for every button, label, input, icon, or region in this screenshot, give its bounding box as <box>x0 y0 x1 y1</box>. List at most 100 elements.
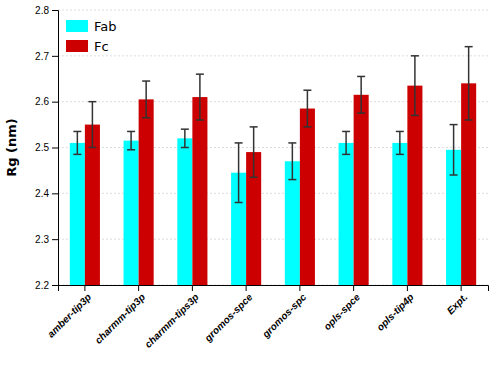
error-bar <box>292 143 294 180</box>
x-tick-label: opls-tip4p <box>374 291 416 333</box>
legend-swatch <box>66 40 88 52</box>
bar <box>192 97 207 285</box>
error-cap <box>181 147 189 149</box>
y-tick-mark <box>52 148 58 149</box>
x-tick: Expt. <box>445 285 470 316</box>
legend-swatch <box>66 20 88 32</box>
x-tick-mark <box>84 285 85 291</box>
error-cap <box>342 154 350 156</box>
grid-line <box>58 193 488 194</box>
x-tick-label: opls-spce <box>321 291 362 332</box>
error-bar <box>253 127 255 177</box>
legend-item: Fc <box>66 39 109 54</box>
bar <box>300 109 315 285</box>
y-tick: 2.7 <box>35 51 58 62</box>
y-tick-mark <box>52 56 58 57</box>
error-cap <box>288 142 296 144</box>
bar <box>85 125 100 285</box>
error-bar <box>453 125 455 175</box>
error-cap <box>250 177 258 179</box>
grid-line <box>58 55 488 56</box>
y-tick-mark <box>52 285 58 286</box>
error-cap <box>88 101 96 103</box>
y-tick: 2.2 <box>35 280 58 291</box>
error-bar <box>92 102 94 148</box>
y-tick-label: 2.6 <box>35 96 49 107</box>
error-bar <box>130 131 132 149</box>
x-tick-label: gromos-spc <box>259 291 308 340</box>
error-cap <box>73 131 81 133</box>
error-cap <box>196 119 204 121</box>
x-tick-label: gromos-spce <box>202 291 255 344</box>
x-tick: gromos-spc <box>259 285 308 340</box>
x-tick-mark <box>192 285 193 291</box>
error-cap <box>303 126 311 128</box>
y-axis-title: Rg (nm) <box>4 118 19 177</box>
error-cap <box>357 112 365 114</box>
bar <box>139 99 154 285</box>
error-bar <box>184 129 186 147</box>
x-tick-mark <box>138 285 139 291</box>
error-cap <box>465 119 473 121</box>
plot: 2.22.32.42.52.62.72.8amber-tip3pcharmm-t… <box>35 5 488 350</box>
error-cap <box>288 179 296 181</box>
error-cap <box>142 117 150 119</box>
grid-line <box>58 147 488 148</box>
x-tick-mark <box>353 285 354 291</box>
error-bar <box>145 81 147 118</box>
error-cap <box>196 73 204 75</box>
error-cap <box>127 131 135 133</box>
error-cap <box>73 154 81 156</box>
x-axis-line <box>59 286 489 292</box>
error-bars <box>88 47 472 178</box>
x-tick-label: Expt. <box>445 291 470 316</box>
legend-label: Fc <box>94 39 109 54</box>
marks <box>70 47 476 285</box>
error-cap <box>450 124 458 126</box>
error-bar <box>468 47 470 120</box>
bar <box>285 161 300 285</box>
y-tick-mark <box>52 239 58 240</box>
error-bar <box>399 131 401 154</box>
y-tick-label: 2.3 <box>35 234 49 245</box>
error-bars <box>73 125 457 203</box>
x-tick-mark <box>407 285 408 291</box>
bar <box>354 95 369 285</box>
y-tick-mark <box>52 193 58 194</box>
error-cap <box>396 154 404 156</box>
x-tick: charmm-tips3p <box>142 285 200 350</box>
y-tick-label: 2.8 <box>35 5 49 16</box>
x-tick: gromos-spce <box>202 285 255 344</box>
bar <box>339 143 354 285</box>
bar <box>177 138 192 285</box>
error-cap <box>181 128 189 130</box>
error-cap <box>235 202 243 204</box>
bar <box>70 143 85 285</box>
bar <box>392 143 407 285</box>
error-cap <box>411 55 419 57</box>
x-tick-label: charmm-tip3p <box>93 291 148 346</box>
error-bar <box>238 143 240 203</box>
x-tick-label: amber-tip3p <box>45 291 93 339</box>
error-bar <box>307 90 309 127</box>
bar <box>124 141 139 285</box>
error-cap <box>342 131 350 133</box>
chart: 2.22.32.42.52.62.72.8amber-tip3pcharmm-t… <box>0 0 500 369</box>
x-tick: amber-tip3p <box>45 285 93 340</box>
error-cap <box>88 147 96 149</box>
bar-series <box>85 83 476 285</box>
error-cap <box>303 89 311 91</box>
error-bar <box>360 76 362 113</box>
error-bar <box>414 56 416 116</box>
error-bar <box>77 131 79 154</box>
grid-line <box>58 239 488 240</box>
x-tick-label: charmm-tips3p <box>142 291 200 349</box>
legend-item: Fab <box>66 19 117 34</box>
x-tick-mark <box>461 285 462 291</box>
x-tick-mark <box>299 285 300 291</box>
error-cap <box>357 76 365 78</box>
y-tick: 2.5 <box>35 142 58 153</box>
y-tick-mark <box>52 10 58 11</box>
error-cap <box>396 131 404 133</box>
y-tick: 2.3 <box>35 234 58 245</box>
